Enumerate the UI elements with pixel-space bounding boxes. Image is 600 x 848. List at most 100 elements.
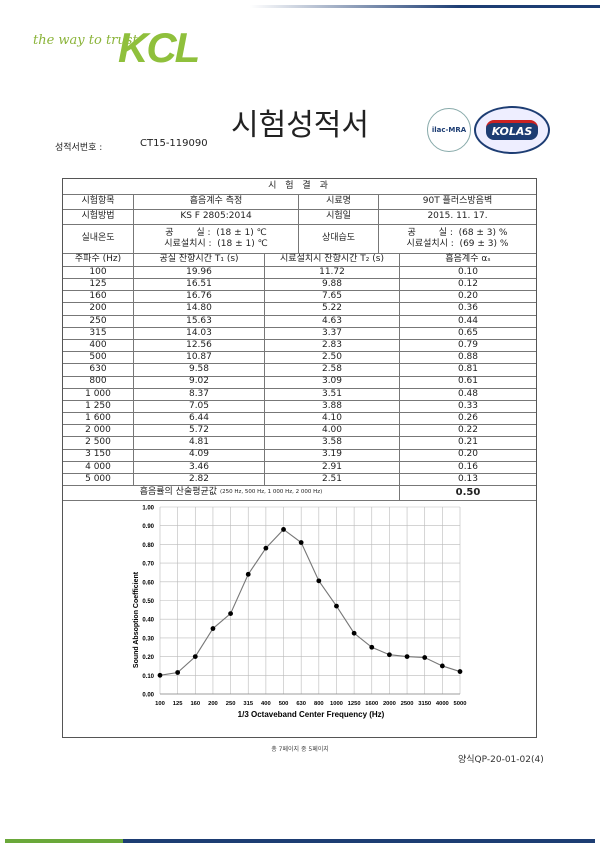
table-row: 500 10.87 2.50 0.88 xyxy=(63,351,536,365)
table-row: 4 000 3.46 2.91 0.16 xyxy=(63,460,536,474)
frequency-cell: 3 150 xyxy=(63,448,134,461)
t2-cell: 4.00 xyxy=(265,424,400,437)
average-label: 흡음률의 산술평균값 xyxy=(139,487,218,498)
column-header: 시료설치시 잔향시간 T₂ (s) xyxy=(265,253,400,266)
alpha-cell: 0.26 xyxy=(457,412,479,423)
alpha-cell: 0.48 xyxy=(457,388,479,399)
t2-cell: 5.22 xyxy=(265,302,400,315)
t2-cell: 2.50 xyxy=(265,351,400,364)
t2-cell: 3.09 xyxy=(265,375,400,388)
alpha-cell: 0.36 xyxy=(457,303,479,314)
kcl-logo: KCL xyxy=(118,24,200,71)
value: KS F 2805:2014 xyxy=(134,209,299,224)
results-table: 시 험 결 과 시험항목 흡음계수 측정 시료명 90T 플러스방음벽 시험방법… xyxy=(62,178,537,738)
temp-empty-room: 공 실 : (18 ± 1) ℃ xyxy=(165,228,267,239)
x-tick-label: 160 xyxy=(190,701,200,707)
ilac-mra-logo: ilac-MRA xyxy=(427,108,471,152)
frequency-cell: 630 xyxy=(63,363,134,376)
t1-cell: 7.05 xyxy=(134,399,265,413)
form-number: 양식QP-20-01-02(4) xyxy=(458,755,544,765)
data-point xyxy=(157,672,163,678)
frequency-cell: 2 000 xyxy=(63,424,134,437)
data-point xyxy=(316,578,322,584)
x-tick-label: 1250 xyxy=(348,701,361,707)
report-number: CT15-119090 xyxy=(140,138,208,149)
label: 시험방법 xyxy=(63,209,134,224)
x-axis-label: 1/3 Octaveband Center Frequency (Hz) xyxy=(238,710,385,719)
y-tick-label: 0.70 xyxy=(142,562,154,568)
label: 상대습도 xyxy=(299,224,379,253)
data-point xyxy=(422,655,428,660)
t1-cell: 14.80 xyxy=(134,302,265,315)
top-accent-bar xyxy=(250,5,600,8)
alpha-cell: 0.81 xyxy=(457,364,479,375)
table-row: 315 14.03 3.37 0.65 xyxy=(63,326,536,340)
table-row: 800 9.02 3.09 0.61 xyxy=(63,375,536,389)
alpha-cell: 0.61 xyxy=(457,376,479,387)
t1-cell: 8.37 xyxy=(134,387,265,400)
logo-tagline: the way to trust xyxy=(33,33,138,48)
alpha-cell: 0.10 xyxy=(457,266,479,277)
y-tick-label: 0.30 xyxy=(142,636,154,642)
average-row: 흡음률의 산술평균값 (250 Hz, 500 Hz, 1 000 Hz, 2 … xyxy=(63,485,536,501)
column-header: 흡음계수 αₛ xyxy=(445,254,491,265)
x-tick-label: 400 xyxy=(261,701,271,707)
t2-cell: 7.65 xyxy=(265,290,400,303)
x-tick-label: 200 xyxy=(208,701,218,707)
alpha-cell: 0.44 xyxy=(457,315,479,326)
t2-cell: 2.83 xyxy=(265,339,400,352)
t2-cell: 3.88 xyxy=(265,399,400,413)
t2-cell: 2.91 xyxy=(265,460,400,473)
t1-cell: 15.63 xyxy=(134,314,265,327)
frequency-cell: 4 000 xyxy=(63,460,134,473)
y-tick-label: 1.00 xyxy=(142,506,154,512)
frequency-cell: 5 000 xyxy=(63,472,134,486)
frequency-cell: 315 xyxy=(63,326,134,339)
label: 시험일 xyxy=(299,209,379,224)
t1-cell: 16.76 xyxy=(134,290,265,303)
frequency-cell: 100 xyxy=(63,266,134,279)
alpha-cell: 0.13 xyxy=(457,473,479,484)
data-point xyxy=(298,540,304,545)
t1-cell: 4.09 xyxy=(134,448,265,461)
t2-cell: 3.37 xyxy=(265,326,400,339)
t2-cell: 2.51 xyxy=(265,472,400,486)
x-tick-label: 1600 xyxy=(365,701,378,707)
x-tick-label: 800 xyxy=(314,701,324,707)
table-row: 2 500 4.81 3.58 0.21 xyxy=(63,436,536,450)
data-point xyxy=(334,603,339,609)
alpha-cell: 0.88 xyxy=(457,352,479,363)
t1-cell: 5.72 xyxy=(134,424,265,437)
t1-cell: 9.02 xyxy=(134,375,265,388)
t2-cell: 2.58 xyxy=(265,363,400,376)
data-point xyxy=(369,644,375,650)
table-row: 1 000 8.37 3.51 0.48 xyxy=(63,387,536,401)
frequency-cell: 160 xyxy=(63,290,134,303)
frequency-cell: 2 500 xyxy=(63,436,134,449)
table-row: 3 150 4.09 3.19 0.20 xyxy=(63,448,536,462)
data-point xyxy=(387,652,392,658)
t1-cell: 16.51 xyxy=(134,278,265,291)
data-point xyxy=(281,527,286,532)
page-indicator: 총 7페이지 중 5페이지 xyxy=(271,746,329,753)
data-point xyxy=(351,630,357,636)
x-tick-label: 125 xyxy=(173,701,183,707)
frequency-cell: 1 600 xyxy=(63,412,134,425)
t1-cell: 3.46 xyxy=(134,460,265,473)
x-tick-label: 315 xyxy=(243,701,253,707)
t1-cell: 9.58 xyxy=(134,363,265,376)
alpha-cell: 0.22 xyxy=(457,425,479,436)
data-point xyxy=(228,611,233,616)
y-tick-label: 0.50 xyxy=(142,599,154,605)
table-row: 200 14.80 5.22 0.36 xyxy=(63,302,536,316)
humidity-empty-room: 공 실 : (68 ± 3) % xyxy=(407,228,508,239)
x-tick-label: 1000 xyxy=(330,701,343,707)
data-point xyxy=(263,545,269,551)
alpha-cell: 0.79 xyxy=(457,339,479,350)
t1-cell: 14.03 xyxy=(134,326,265,339)
method-row: 시험방법 KS F 2805:2014 시험일 2015. 11. 17. xyxy=(63,209,536,225)
t1-cell: 19.96 xyxy=(134,266,265,279)
alpha-cell: 0.16 xyxy=(457,461,479,472)
data-point xyxy=(439,663,445,669)
